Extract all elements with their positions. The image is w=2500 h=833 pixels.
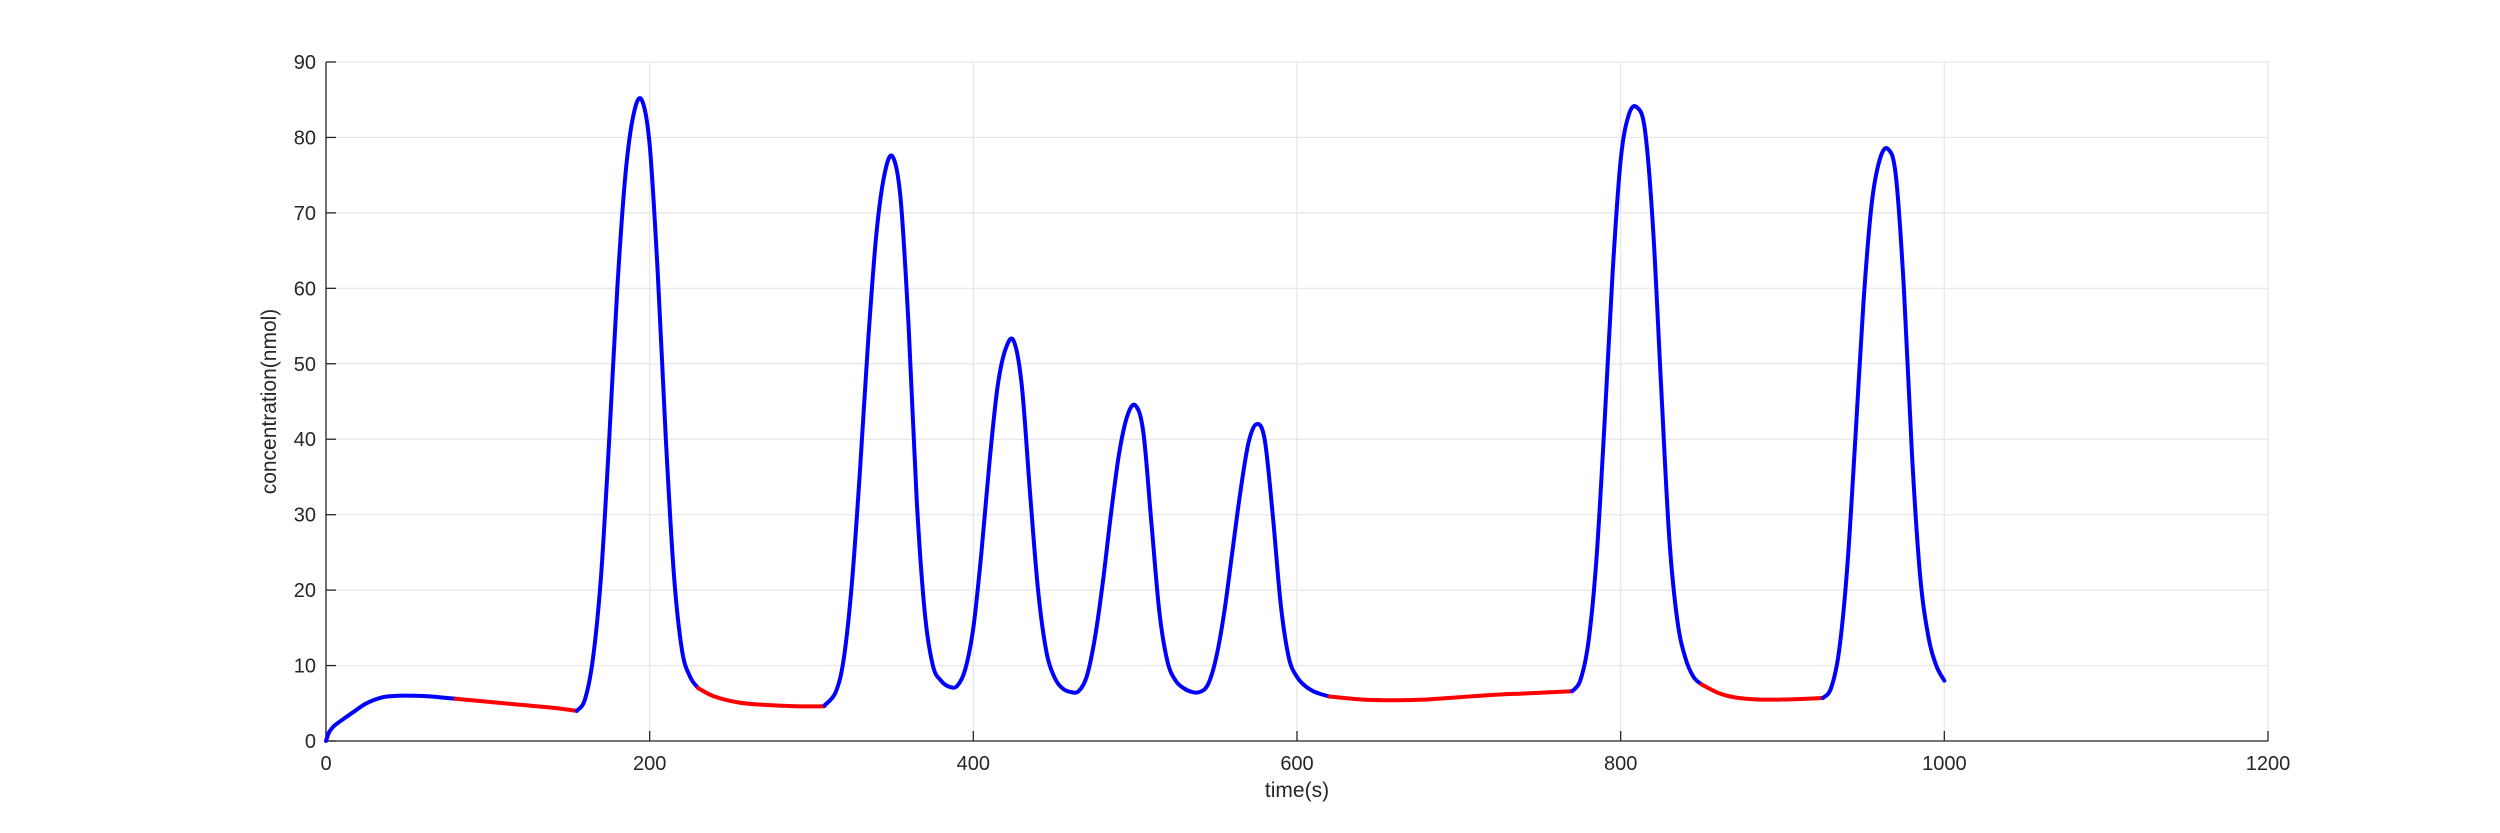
series-line-segment-9	[1820, 146, 1947, 700]
series-line-segment-1	[324, 693, 458, 743]
y-tick-label: 0	[305, 731, 316, 753]
y-tick-label: 10	[294, 656, 316, 678]
series-line-segment-6	[1327, 689, 1575, 703]
y-tick-label: 20	[294, 580, 316, 602]
y-tick-label: 70	[294, 203, 316, 225]
series-line-segment-7	[1570, 104, 1704, 694]
tick-labels: 0 200 400 600 800 1000 1200 0 10 20 30 40 50 60 70 80 90	[294, 52, 2291, 775]
series-lines	[324, 96, 1947, 743]
y-axis-label: concentration(nmol)	[258, 309, 281, 495]
series-line-segment-5	[822, 153, 1332, 708]
x-tick-label: 400	[957, 753, 990, 775]
grid	[325, 61, 2269, 742]
y-tick-label: 50	[294, 354, 316, 376]
y-tick-label: 60	[294, 278, 316, 300]
y-tick-label: 80	[294, 127, 316, 149]
series-line-segment-4	[696, 686, 827, 709]
axes	[325, 61, 2269, 742]
x-axis-label: time(s)	[1265, 779, 1329, 802]
x-tick-label: 0	[320, 753, 331, 775]
x-tick-label: 200	[633, 753, 666, 775]
y-tick-label: 90	[294, 52, 316, 74]
x-tick-label: 1200	[2246, 753, 2291, 775]
x-tick-label: 1000	[1922, 753, 1967, 775]
series-line-segment-3	[574, 96, 701, 713]
x-tick-label: 600	[1280, 753, 1313, 775]
series-line-segment-8	[1699, 682, 1825, 702]
y-tick-label: 30	[294, 505, 316, 527]
series-line-segment-2	[453, 696, 579, 713]
y-tick-label: 40	[294, 429, 316, 451]
x-tick-label: 800	[1604, 753, 1637, 775]
